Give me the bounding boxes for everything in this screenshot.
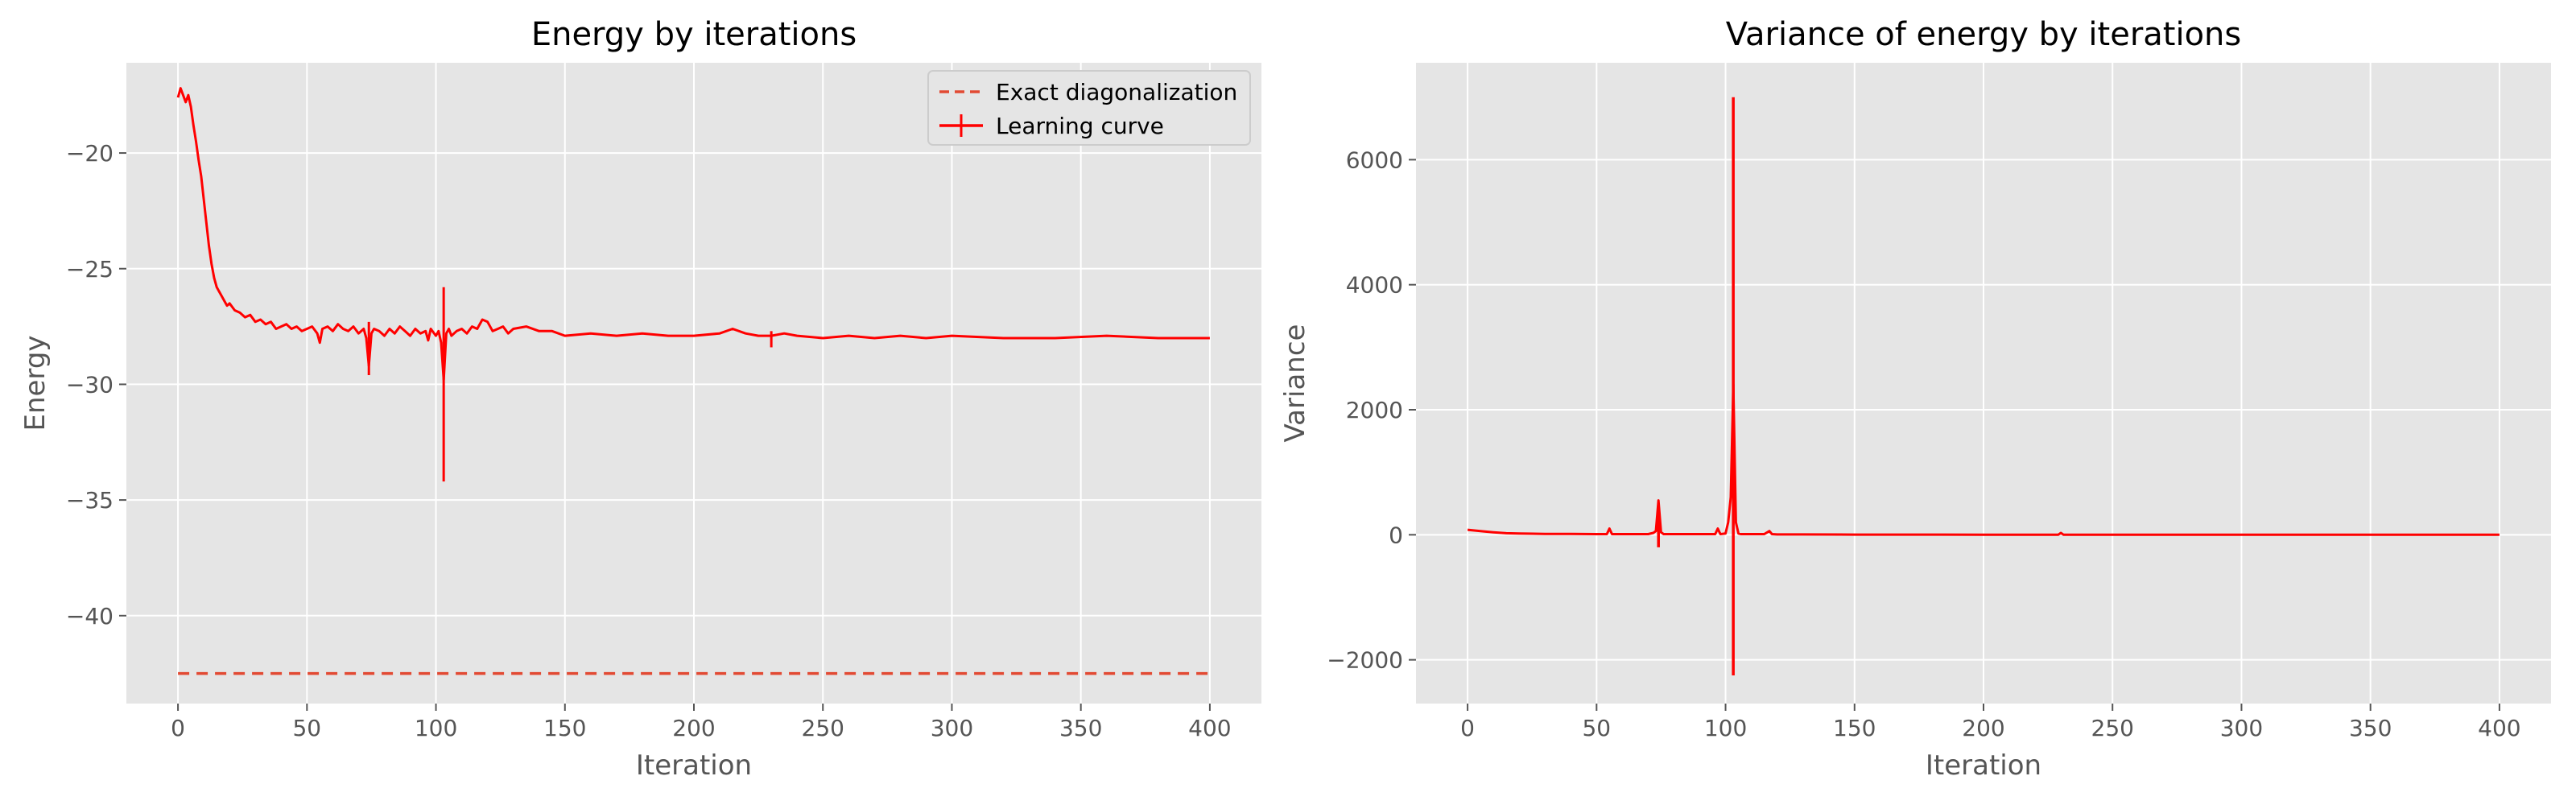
energy-ticks: 0 50 100 150 200 250 300 350 400 −40 −35 −30 −25 −20 (66, 140, 1232, 741)
energy-gridlines (126, 63, 1261, 704)
variance-y-tick-label: 4000 (1346, 272, 1403, 299)
variance-x-tick-label: 150 (1833, 715, 1876, 741)
variance-line (1467, 383, 2500, 536)
variance-ticks: 0 50 100 150 200 250 300 350 400 −2000 0 2000 4000 60… (1327, 147, 2520, 741)
variance-series (1467, 97, 2500, 676)
variance-y-tick-label: −2000 (1327, 647, 1403, 674)
variance-x-tick-label: 50 (1582, 715, 1611, 741)
variance-x-tick-label: 350 (2349, 715, 2392, 741)
energy-x-axis-label: Iteration (636, 749, 752, 782)
energy-x-tick-label: 300 (931, 715, 973, 741)
legend-label-exact-diagonalization: Exact diagonalization (996, 79, 1237, 105)
variance-y-tick-label: 0 (1389, 522, 1403, 548)
energy-chart: 0 50 100 150 200 250 300 350 400−40−35−30−25−20 … (19, 16, 1261, 782)
energy-legend: Exact diagonalization Learning curve (927, 70, 1251, 146)
energy-x-tick-label: 150 (543, 715, 586, 741)
energy-y-tick-label: −35 (66, 487, 114, 514)
variance-chart-title: Variance of energy by iterations (1726, 16, 2241, 53)
energy-y-tick-label: −20 (66, 140, 114, 167)
energy-x-tick-label: 0 (171, 715, 185, 741)
energy-x-tick-label: 200 (672, 715, 715, 741)
energy-series (176, 87, 1210, 675)
energy-y-tick-label: −30 (66, 371, 114, 398)
energy-y-axis-label: Energy (19, 335, 52, 431)
variance-x-tick-label: 400 (2478, 715, 2520, 741)
energy-x-tick-label: 100 (415, 715, 457, 741)
variance-chart: 0 50 100 150 200 250 300 350 400 −2000 0 2000 4000 60… (1279, 16, 2551, 782)
variance-y-tick-label: 2000 (1346, 397, 1403, 423)
variance-x-tick-label: 100 (1704, 715, 1747, 741)
variance-x-tick-label: 300 (2220, 715, 2263, 741)
legend-box (927, 70, 1251, 146)
energy-x-tick-label: 250 (802, 715, 844, 741)
variance-x-axis-label: Iteration (1926, 749, 2041, 782)
variance-x-tick-label: 200 (1962, 715, 2004, 741)
variance-y-tick-label: 6000 (1346, 147, 1403, 173)
variance-x-tick-label: 250 (2091, 715, 2134, 741)
energy-x-tick-label: 350 (1059, 715, 1102, 741)
energy-x-tick-label: 400 (1188, 715, 1231, 741)
energy-y-tick-label: −25 (66, 256, 114, 283)
energy-chart-title: Energy by iterations (531, 16, 857, 53)
variance-x-tick-label: 0 (1460, 715, 1475, 741)
legend-label-learning-curve: Learning curve (996, 113, 1164, 139)
energy-x-tick-label: 50 (292, 715, 321, 741)
energy-y-tick-label: −40 (66, 603, 114, 630)
variance-y-axis-label: Variance (1279, 324, 1311, 443)
learning-curve-line (176, 87, 1210, 382)
